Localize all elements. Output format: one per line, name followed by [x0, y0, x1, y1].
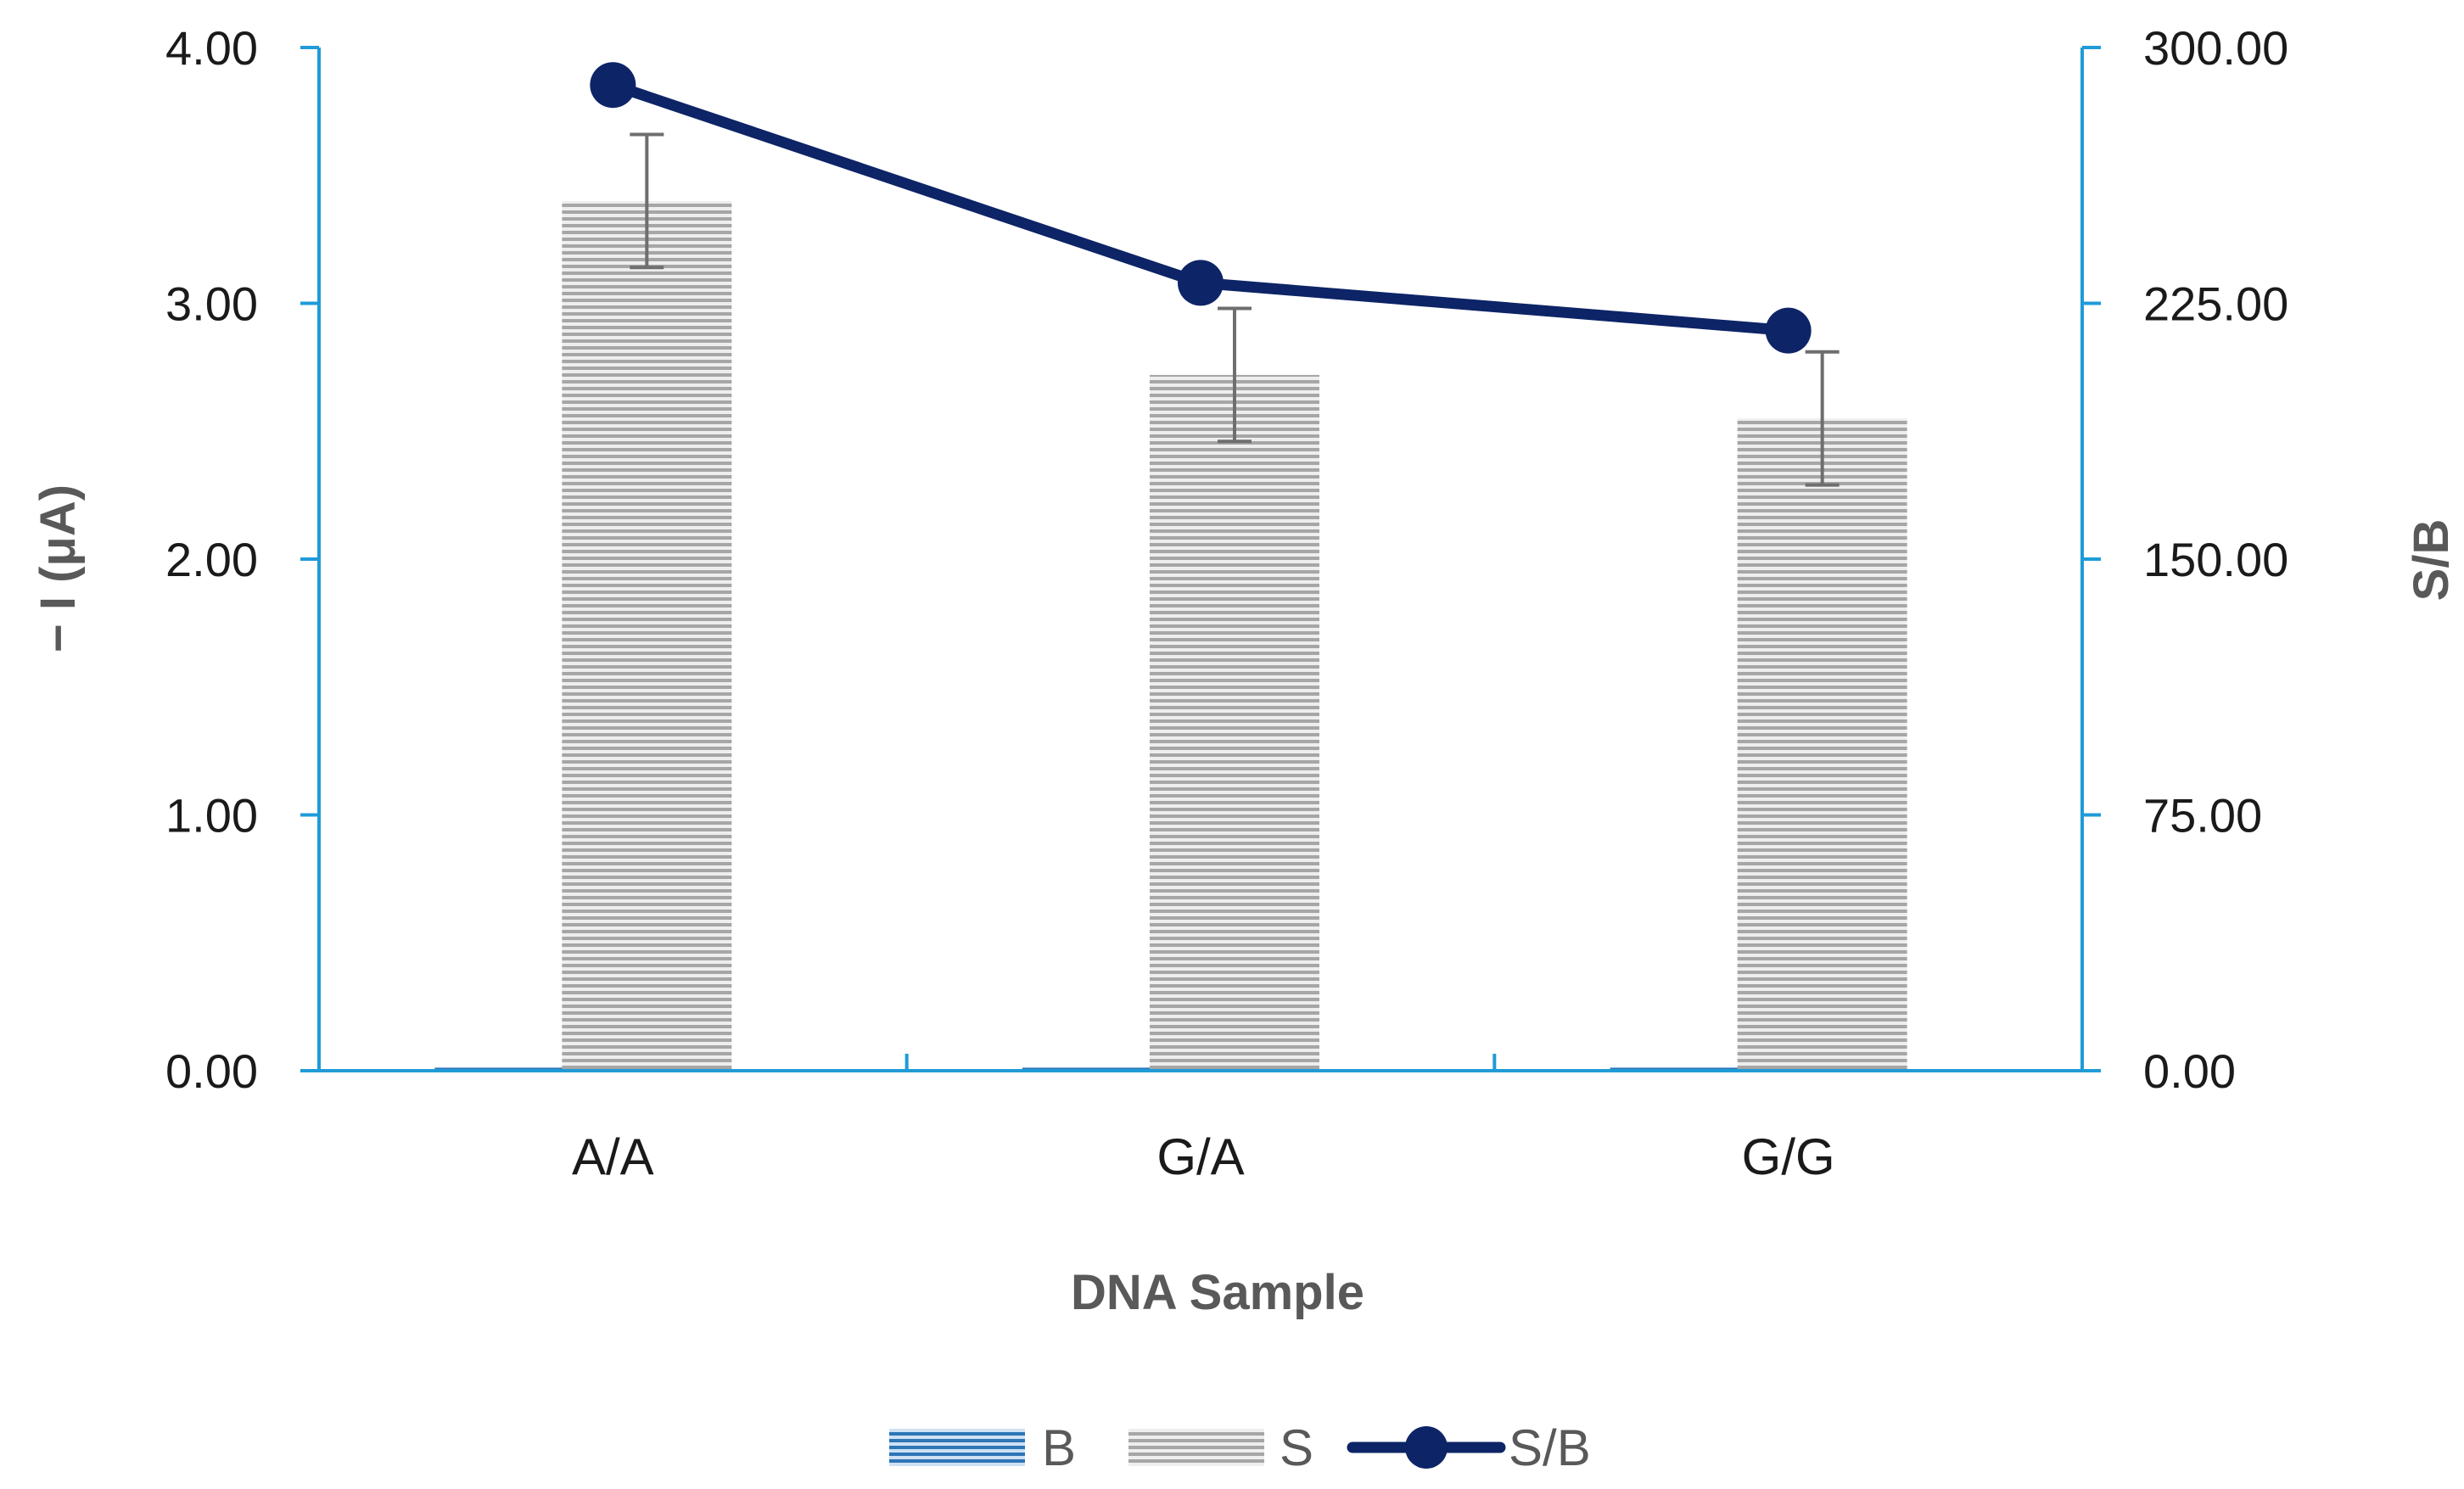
y2-tick-label: 300.00	[2143, 21, 2288, 75]
y2-axis-title: S/B	[2404, 519, 2459, 602]
y-tick-label: 3.00	[165, 277, 258, 331]
legend-label-b: B	[1042, 1419, 1076, 1476]
error-bar-g-g	[1805, 350, 1840, 487]
sb-point-g-a	[1178, 260, 1224, 306]
bar-s-a-a	[562, 200, 732, 1071]
sb-point-g-g	[1765, 307, 1812, 354]
y-tick-label: 2.00	[165, 533, 258, 586]
y-tick-label: 0.00	[165, 1044, 258, 1098]
y2-tick-label: 75.00	[2143, 789, 2262, 842]
y2-tick-label: 225.00	[2143, 277, 2288, 331]
error-bar-a-a	[630, 132, 664, 270]
legend-swatch-b	[889, 1429, 1025, 1466]
x-category-label: A/A	[572, 1128, 654, 1185]
error-bars-layer	[630, 132, 1840, 487]
legend-label-sb: S/B	[1509, 1419, 1591, 1476]
y2-tick-label: 150.00	[2143, 533, 2288, 586]
bar-s-g-g	[1737, 418, 1907, 1071]
x-axis-title: DNA Sample	[1071, 1265, 1364, 1320]
line-layer	[590, 62, 1812, 354]
y-tick-label: 1.00	[165, 789, 258, 842]
x-category-label: G/G	[1742, 1128, 1835, 1185]
y-axis-title: − I (μA)	[31, 484, 86, 652]
legend-label-s: S	[1280, 1419, 1313, 1476]
y2-tick-label: 0.00	[2143, 1044, 2236, 1098]
y-tick-label: 4.00	[165, 21, 258, 75]
axes-layer	[300, 46, 2101, 1072]
right-tick-labels: 0.00 75.00 150.00 225.00 300.00	[2143, 21, 2288, 1098]
category-labels: A/A G/A G/G	[572, 1128, 1835, 1185]
sb-point-a-a	[590, 62, 636, 109]
x-category-label: G/A	[1156, 1128, 1244, 1185]
left-tick-labels: 0.00 1.00 2.00 3.00 4.00	[165, 21, 258, 1098]
error-bar-g-a	[1218, 306, 1252, 444]
legend-swatch-s	[1128, 1429, 1264, 1466]
legend-swatch-sb-marker	[1405, 1426, 1448, 1469]
bars-layer	[434, 200, 1907, 1071]
bar-s-g-a	[1150, 374, 1319, 1071]
legend: B S S/B	[889, 1419, 1591, 1476]
